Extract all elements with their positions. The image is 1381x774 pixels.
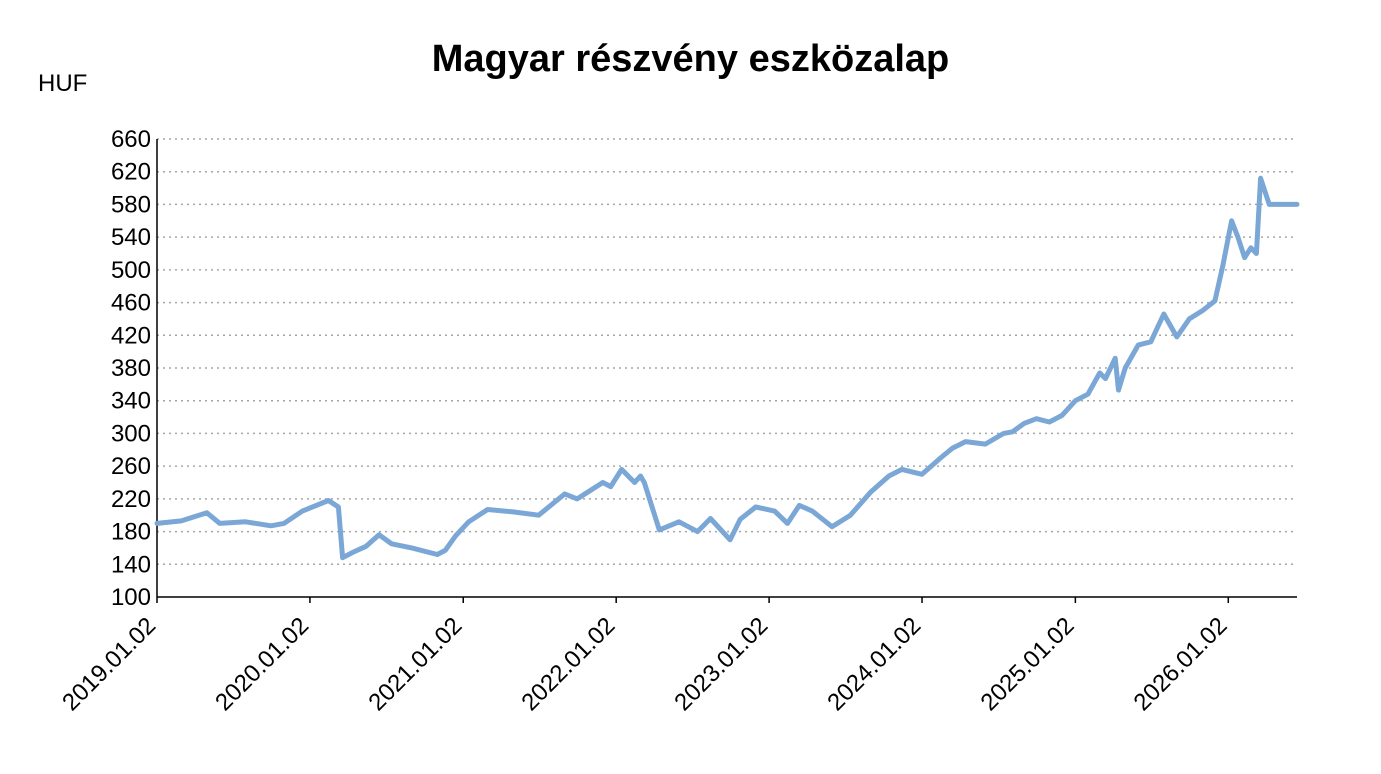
gridlines [157,138,1297,566]
y-tick-label: 140 [111,551,151,578]
y-tick-label: 380 [111,355,151,382]
x-tick-label: 2023.01.02 [669,612,773,716]
y-axis-unit-label: HUF [38,70,88,97]
x-tick-label: 2022.01.02 [516,612,620,716]
y-tick-label: 220 [111,486,151,513]
y-tick-label: 660 [111,126,151,153]
series-line-0 [154,175,1300,561]
y-tick-label: 500 [111,257,151,284]
x-tick-label: 2019.01.02 [57,612,161,716]
x-tick-label: 2025.01.02 [976,612,1080,716]
axes [156,139,1297,603]
x-tick-labels: 2019.01.02 2020.01.02 2021.01.02 2022.01.02… [57,612,1232,716]
y-tick-label: 340 [111,388,151,415]
y-tick-label: 180 [111,519,151,546]
x-tick-label: 2021.01.02 [363,612,467,716]
y-tick-label: 620 [111,159,151,186]
y-tick-label: 580 [111,191,151,218]
y-tick-label: 460 [111,290,151,317]
x-tick-label: 2024.01.02 [822,612,926,716]
y-tick-label: 100 [111,584,151,611]
y-tick-label: 260 [111,453,151,480]
x-tick-label: 2026.01.02 [1128,612,1232,716]
series-group [154,175,1300,561]
chart-title: Magyar részvény eszközalap [431,38,950,80]
y-tick-label: 300 [111,420,151,447]
y-tick-labels: 100 140 180 220 260 300 340 380 420 460 500 540 580 6… [111,126,151,611]
y-tick-label: 420 [111,322,151,349]
x-tick-label: 2020.01.02 [210,612,314,716]
y-tick-label: 540 [111,224,151,251]
